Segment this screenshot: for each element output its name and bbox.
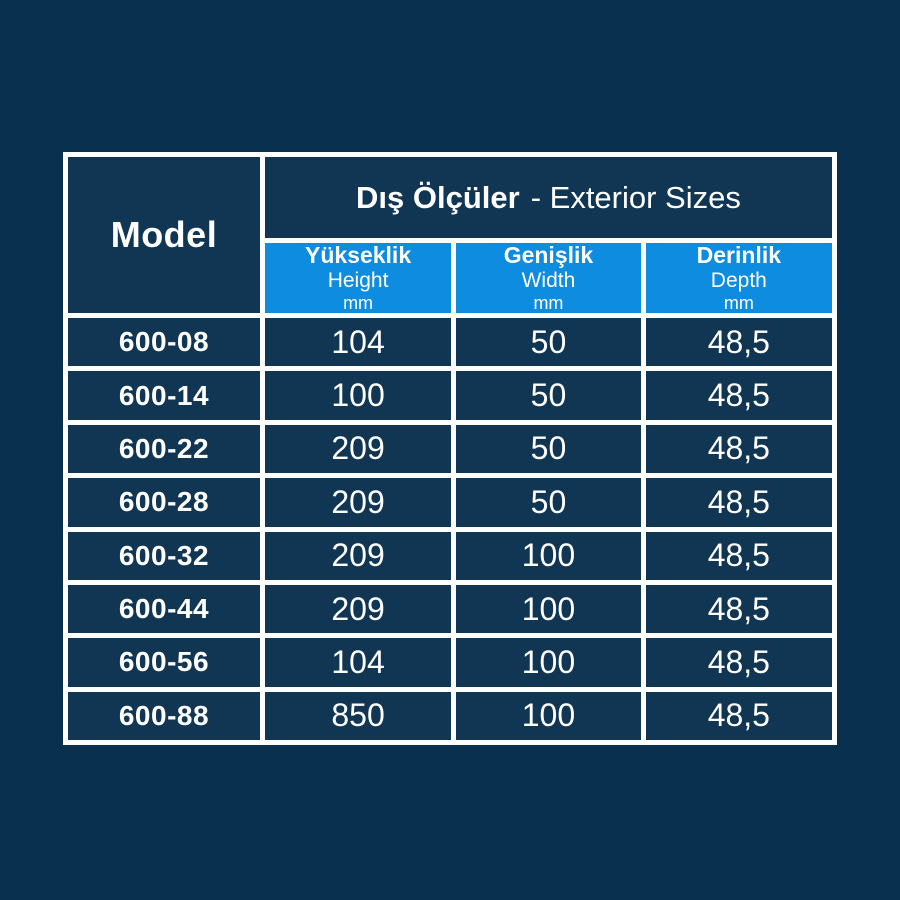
depth-label-en: Depth	[710, 269, 767, 293]
model-cell: 600-32	[68, 531, 260, 580]
height-value-cell: 100	[264, 371, 452, 420]
height-value-cell: 209	[264, 584, 452, 634]
depth-value-cell: 48,5	[645, 531, 832, 580]
model-cell: 600-56	[68, 638, 260, 687]
depth-value-cell: 48,5	[645, 691, 832, 740]
exterior-sizes-table: Model Dış Ölçüler - Exterior Sizes Yükse…	[63, 152, 837, 745]
model-column-header: Model	[68, 157, 260, 313]
width-label-tr: Genişlik	[503, 243, 594, 269]
width-value-cell: 50	[456, 478, 641, 527]
model-header-label: Model	[110, 214, 218, 255]
depth-label-unit: mm	[723, 292, 754, 313]
model-cell: 600-08	[68, 318, 260, 367]
depth-value-cell: 48,5	[645, 318, 832, 367]
width-label-en: Width	[521, 269, 576, 293]
model-cell: 600-22	[68, 424, 260, 474]
width-value-cell: 100	[456, 638, 641, 687]
model-cell: 600-88	[68, 691, 260, 740]
height-value-cell: 104	[264, 638, 452, 687]
model-cell: 600-28	[68, 478, 260, 527]
column-header-width: Genişlik Width mm	[456, 243, 641, 313]
column-header-depth: Derinlik Depth mm	[645, 243, 832, 313]
depth-value-cell: 48,5	[645, 424, 832, 474]
width-value-cell: 50	[456, 424, 641, 474]
height-value-cell: 209	[264, 478, 452, 527]
model-cell: 600-14	[68, 371, 260, 420]
width-value-cell: 50	[456, 318, 641, 367]
height-value-cell: 209	[264, 424, 452, 474]
depth-value-cell: 48,5	[645, 371, 832, 420]
depth-value-cell: 48,5	[645, 638, 832, 687]
width-value-cell: 50	[456, 371, 641, 420]
height-label-tr: Yükseklik	[304, 243, 412, 269]
height-label-unit: mm	[343, 292, 374, 313]
height-value-cell: 850	[264, 691, 452, 740]
height-value-cell: 104	[264, 318, 452, 367]
title-turkish: Dış Ölçüler	[356, 179, 520, 215]
width-value-cell: 100	[456, 691, 641, 740]
depth-value-cell: 48,5	[645, 478, 832, 527]
column-header-height: Yükseklik Height mm	[264, 243, 452, 313]
model-cell: 600-44	[68, 584, 260, 634]
width-value-cell: 100	[456, 584, 641, 634]
depth-label-tr: Derinlik	[696, 243, 782, 269]
height-label-en: Height	[327, 269, 389, 293]
exterior-sizes-title: Dış Ölçüler - Exterior Sizes	[264, 157, 832, 238]
title-english: - Exterior Sizes	[530, 179, 741, 215]
width-label-unit: mm	[533, 292, 564, 313]
height-value-cell: 209	[264, 531, 452, 580]
depth-value-cell: 48,5	[645, 584, 832, 634]
width-value-cell: 100	[456, 531, 641, 580]
